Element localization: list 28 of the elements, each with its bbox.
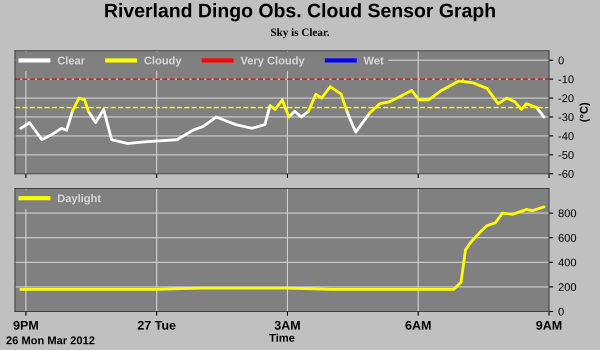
y-axis-title: (°C) (580, 102, 590, 122)
chart-subtitle: Sky is Clear. (271, 28, 330, 38)
legend-label: Clear (58, 56, 85, 64)
y-tick-label: -30 (558, 113, 574, 122)
x-tick-label: 9PM (13, 320, 38, 330)
y-tick-label: 200 (558, 283, 576, 292)
x-tick-label: 6AM (405, 320, 431, 330)
chart-title: Riverland Dingo Obs. Cloud Sensor Graph (105, 3, 495, 22)
x-axis-title: Time (269, 334, 294, 342)
y-tick-label: -50 (558, 151, 574, 159)
line-series (19, 206, 546, 291)
legend-label: Wet (364, 56, 384, 64)
x-tick-label: 9AM (536, 320, 562, 330)
x-tick-label: 27 Tue (138, 320, 176, 330)
legend-label: Cloudy (144, 56, 182, 67)
y-tick-label: -20 (558, 94, 574, 102)
legend-label: Daylight (58, 194, 101, 204)
y-tick-label: -10 (558, 75, 574, 84)
y-tick-label: 800 (558, 209, 576, 218)
y-tick-label: -40 (558, 132, 574, 140)
y-tick-label: 600 (558, 234, 576, 242)
legend-label: Very Cloudy (240, 56, 305, 67)
y-tick-label: 400 (558, 258, 576, 266)
x-tick-label: 3AM (274, 320, 300, 330)
y-tick-label: 0 (558, 56, 564, 64)
y-tick-label: -60 (558, 170, 574, 178)
y-tick-label: 0 (558, 308, 564, 316)
text: 26 Mon Mar 2012 (6, 336, 94, 344)
